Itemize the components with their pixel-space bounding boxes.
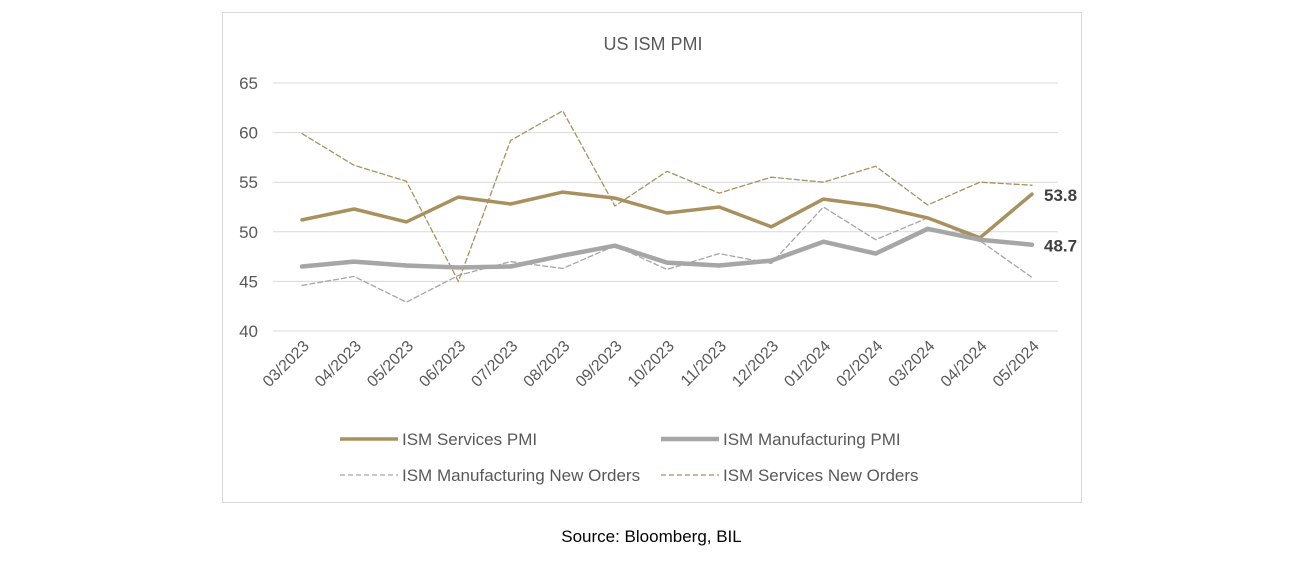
x-tick-label: 11/2023 (678, 338, 730, 390)
y-tick-label: 45 (239, 272, 258, 291)
legend: ISM Services PMI ISM Manufacturing PMI ISM… (340, 430, 919, 485)
gridlines (273, 82, 1058, 332)
x-tick-label: 03/2023 (260, 338, 313, 391)
series-line-ism-manufacturing-pmi (299, 226, 1035, 270)
source-caption: Source: Bloomberg, BIL (561, 527, 742, 546)
y-tick-label: 40 (239, 322, 258, 341)
x-tick-label: 04/2023 (312, 338, 365, 391)
x-tick-label: 09/2023 (573, 338, 626, 391)
x-tick-label: 01/2024 (781, 338, 834, 391)
x-tick-label: 12/2023 (729, 338, 782, 391)
series-line-ism-services-new-orders (301, 110, 1033, 283)
chart-title: US ISM PMI (603, 34, 702, 54)
x-tick-label: 05/2023 (364, 338, 417, 391)
data-labels: 53.8 48.7 (1044, 186, 1077, 256)
legend-label: ISM Services PMI (402, 430, 537, 449)
x-tick-label: 05/2024 (990, 338, 1043, 391)
x-tick-label: 07/2023 (468, 338, 521, 391)
legend-label: ISM Manufacturing PMI (723, 430, 901, 449)
x-tick-label: 06/2023 (416, 338, 469, 391)
y-tick-label: 65 (239, 74, 258, 93)
series-line-ism-services-pmi (300, 190, 1034, 240)
series-line-ism-manufacturing-new-orders (301, 206, 1033, 303)
legend-label: ISM Services New Orders (723, 466, 919, 485)
series-lines (299, 110, 1035, 303)
data-label: 48.7 (1044, 237, 1077, 256)
y-tick-label: 60 (239, 124, 258, 143)
x-tick-label: 03/2024 (886, 338, 939, 391)
chart-frame: US ISM PMI 40 45 50 55 60 65 03/2023 04/2023 05… (222, 12, 1082, 503)
y-tick-label: 55 (239, 173, 258, 192)
y-axis-ticks: 40 45 50 55 60 65 (239, 74, 258, 341)
legend-label: ISM Manufacturing New Orders (402, 466, 640, 485)
x-tick-label: 02/2024 (833, 338, 886, 391)
x-axis-ticks: 03/2023 04/2023 05/2023 06/2023 07/2023 08/20… (260, 338, 1043, 391)
data-label: 53.8 (1044, 186, 1077, 205)
x-tick-label: 08/2023 (521, 338, 574, 391)
y-tick-label: 50 (239, 223, 258, 242)
x-tick-label: 04/2024 (938, 338, 991, 391)
x-tick-label: 10/2023 (625, 338, 678, 391)
